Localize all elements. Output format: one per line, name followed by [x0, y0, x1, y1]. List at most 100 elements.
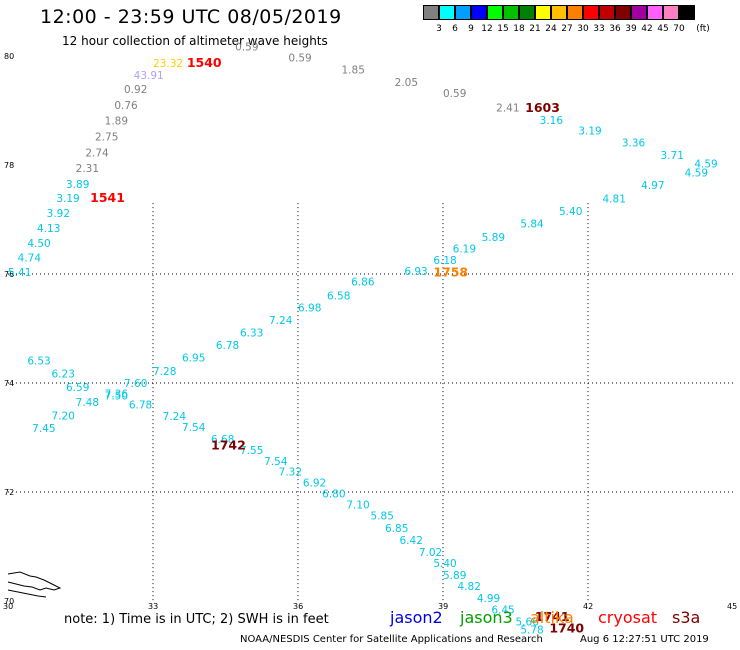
color-scale-label: 24: [545, 24, 557, 34]
color-scale-swatch: [679, 5, 695, 20]
color-scale-swatch: [663, 5, 679, 20]
pass-time-label: 1740: [549, 621, 584, 636]
color-scale-swatch: [439, 5, 455, 20]
wave-height-value: 4.50: [27, 238, 50, 250]
wave-height-value: 5.85: [371, 510, 394, 522]
satellite-legend-entry: jason3: [460, 608, 513, 627]
generation-timestamp: Aug 6 12:27:51 UTC 2019: [580, 634, 709, 645]
satellite-legend-entry: altika: [530, 608, 574, 627]
note-text: note: 1) Time is in UTC; 2) SWH is in fe…: [64, 612, 329, 627]
wave-height-value: 5.40: [559, 206, 582, 218]
pass-time-label: 1603: [525, 100, 560, 115]
wave-height-value: 3.19: [56, 193, 79, 205]
wave-height-value: 6.53: [27, 355, 50, 367]
wave-height-value: 4.82: [458, 581, 481, 593]
latitude-label: 70: [4, 597, 14, 606]
wave-height-value: 6.19: [453, 244, 476, 256]
wave-height-value: 2.41: [496, 103, 519, 115]
wave-height-value: 1.85: [342, 64, 365, 76]
wave-height-value: 0.76: [114, 100, 138, 112]
wave-height-value: 2.74: [85, 147, 109, 159]
color-scale-label: 21: [529, 24, 541, 34]
footer-credit: NOAA/NESDIS Center for Satellite Applica…: [240, 634, 543, 645]
satellite-legend-entry: jason2: [390, 608, 443, 627]
wave-height-value: 7.32: [279, 467, 302, 479]
wave-height-value: 6.98: [298, 303, 321, 315]
color-scale-label: 6: [452, 24, 458, 34]
wave-height-value: 4.13: [37, 223, 60, 235]
color-scale-label: 18: [513, 24, 525, 34]
wave-height-value: 3.89: [66, 179, 89, 191]
wave-height-value: 6.86: [351, 276, 375, 288]
wave-height-value: 6.42: [400, 535, 423, 547]
wave-height-value: 0.59: [235, 42, 258, 54]
wave-height-value: 7.60: [124, 378, 147, 390]
wave-height-value: 4.99: [477, 593, 500, 605]
wave-height-value: 6.85: [385, 523, 408, 535]
color-scale-label: 12: [481, 24, 493, 34]
color-scale-swatch: [503, 5, 519, 20]
color-scale-label: 27: [561, 24, 573, 34]
color-scale-swatch: [615, 5, 631, 20]
wave-height-value: 5.41: [8, 267, 31, 279]
wave-height-value: 2.31: [76, 163, 99, 175]
pass-time-label: 1541: [90, 190, 125, 205]
color-scale-label: 70: [673, 24, 685, 34]
latitude-label: 76: [4, 270, 14, 279]
wave-height-value: 0.92: [124, 84, 147, 96]
graticule: [8, 203, 733, 601]
wave-height-value: 6.80: [322, 488, 345, 500]
color-scale-label: 42: [641, 24, 653, 34]
wave-height-value: 6.68: [211, 434, 234, 446]
longitude-label: 30: [3, 602, 13, 611]
wave-height-value: 7.24: [163, 411, 187, 423]
color-scale-swatch: [647, 5, 663, 20]
wave-height-value: 0.59: [443, 88, 466, 100]
wave-height-value: 7.45: [32, 423, 55, 435]
color-scale-label: 9: [468, 24, 474, 34]
satellite-legend-entry: cryosat: [598, 608, 658, 627]
wave-height-value: 5.84: [520, 219, 544, 231]
color-scale-label: 30: [577, 24, 589, 34]
color-scale-unit: (ft): [696, 24, 710, 34]
wave-height-value: 3.92: [47, 208, 70, 220]
wave-height-value: 6.78: [216, 340, 239, 352]
wave-height-value: 7.36: [105, 389, 129, 401]
pass-time-label: 1540: [187, 55, 222, 70]
wave-height-value: 6.59: [66, 382, 89, 394]
wave-height-value: 5.66: [516, 617, 540, 629]
color-scale-swatch: [599, 5, 615, 20]
color-scale-swatch: [535, 5, 551, 20]
wave-height-value: 3.16: [540, 115, 564, 127]
color-scale-label: 45: [657, 24, 669, 34]
wave-height-value: 1.89: [105, 116, 128, 128]
longitude-label: 39: [438, 602, 448, 611]
wave-height-value: 3.71: [661, 150, 684, 162]
wave-height-value: 0.59: [288, 52, 311, 64]
pass-time-label: 1742: [211, 437, 246, 452]
wave-height-value: 3.36: [622, 137, 646, 149]
color-scale-swatch: [567, 5, 583, 20]
color-scale-label: 39: [625, 24, 637, 34]
wave-height-value: 6.93: [404, 266, 427, 278]
wave-height-value: 6.92: [303, 478, 326, 490]
wave-height-value: 5.89: [482, 232, 505, 244]
wave-height-value: 7.24: [269, 315, 293, 327]
color-scale-label: 15: [497, 24, 509, 34]
coastline: [7, 571, 62, 598]
latitude-label: 78: [4, 161, 14, 170]
wave-height-value: 4.97: [641, 180, 664, 192]
color-scale-swatch: [455, 5, 471, 20]
wave-height-value: 6.33: [240, 328, 263, 340]
color-scale-label: 36: [609, 24, 621, 34]
wave-height-value: 43.91: [134, 70, 164, 82]
map-title: 12:00 - 23:59 UTC 08/05/2019: [40, 6, 342, 28]
wave-height-value: 4.74: [18, 252, 42, 264]
wave-height-value: 7.54: [264, 456, 288, 468]
color-scale-swatch: [471, 5, 487, 20]
